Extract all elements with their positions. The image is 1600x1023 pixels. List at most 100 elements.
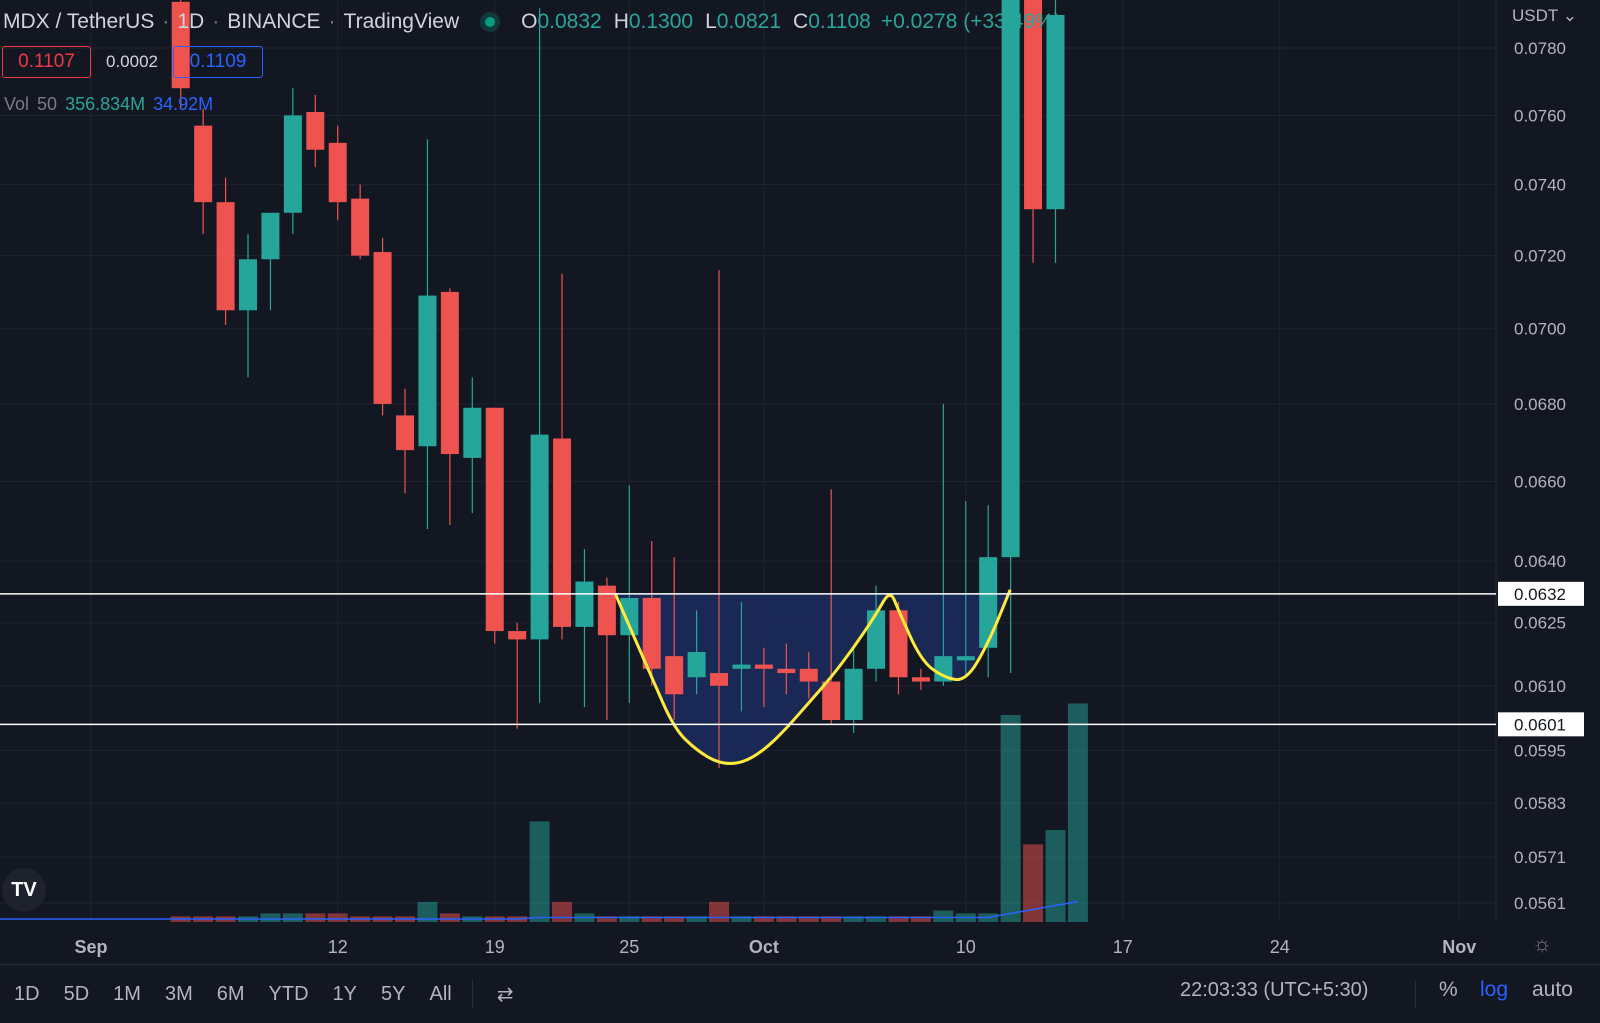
candle [373, 237, 392, 416]
candle-body [844, 668, 863, 721]
volume-bar [552, 901, 573, 922]
price-tick-label: 0.0561 [1514, 894, 1566, 913]
calendar-goto-icon[interactable]: ⇄ [496, 983, 514, 1006]
candle [777, 643, 796, 695]
range-1y-button[interactable]: 1Y [332, 982, 358, 1005]
candle-body [171, 1, 190, 89]
close-label: C [793, 10, 809, 33]
volume-bar [260, 913, 281, 922]
volume-bar [439, 913, 460, 922]
volume-ma-line [0, 900, 1079, 920]
time-tick-label: Nov [1442, 937, 1476, 957]
log-scale-toggle[interactable]: log [1480, 978, 1509, 1001]
volume-bar [417, 901, 438, 922]
candle-body [687, 651, 706, 678]
candle [328, 125, 347, 220]
sell-price-button[interactable]: 0.1107 [2, 46, 91, 78]
range-1d-button[interactable]: 1D [14, 982, 40, 1005]
open-label: O [521, 10, 538, 33]
volume-bar [686, 916, 707, 922]
volume-legend[interactable]: Vol 50 356.834M 34.92M [4, 94, 213, 115]
volume-bar [821, 916, 842, 922]
candle [396, 388, 415, 494]
candle-body [777, 668, 796, 674]
candle-body [642, 597, 661, 669]
market-status-icon[interactable] [485, 17, 496, 27]
candle-body [553, 438, 572, 627]
auto-scale-toggle[interactable]: auto [1532, 978, 1573, 1001]
symbol-name[interactable]: MDX / TetherUS [3, 10, 155, 33]
candle [822, 489, 841, 725]
spread-value: 0.0002 [106, 52, 158, 71]
candle [485, 407, 504, 644]
range-3m-button[interactable]: 3M [164, 982, 193, 1005]
price-tick-label: 0.0740 [1514, 176, 1566, 195]
candle-body [440, 291, 459, 455]
volume-bar [753, 916, 774, 922]
candle [194, 108, 213, 235]
time-tick-label: Sep [74, 937, 107, 957]
candle [844, 647, 863, 733]
candle-body [1024, 0, 1043, 210]
price-tick-label: 0.0680 [1514, 395, 1566, 414]
time-tick-label: 12 [328, 937, 348, 957]
range-5d-button[interactable]: 5D [63, 982, 90, 1005]
candle-body [620, 597, 639, 636]
tradingview-logo-icon[interactable]: TV [2, 868, 46, 912]
price-tick-label: 0.0660 [1514, 472, 1566, 491]
buy-price-button[interactable]: 0.1109 [173, 46, 263, 78]
candle [687, 610, 706, 695]
volume-bar [888, 916, 909, 922]
volume-bar [282, 913, 303, 922]
candle-body [485, 407, 504, 632]
time-tick-label: 17 [1113, 937, 1133, 957]
time-tick-label: 19 [485, 937, 505, 957]
candle-body [239, 259, 258, 311]
level-label-box [1498, 581, 1584, 606]
candle-body [261, 212, 280, 260]
currency-selector[interactable]: USDT ⌄ [1512, 6, 1577, 26]
range-5y-button[interactable]: 5Y [381, 982, 406, 1005]
price-tick-label: 0.0583 [1514, 794, 1566, 813]
time-tick-label: Oct [749, 937, 779, 957]
volume-bar [843, 916, 864, 922]
candle-body [799, 668, 818, 682]
candle-body [530, 434, 549, 640]
candle-body [1046, 14, 1065, 210]
candle [597, 577, 616, 721]
range-ytd-button[interactable]: YTD [268, 982, 309, 1005]
volume-bar [798, 916, 819, 922]
high-value: 0.1300 [628, 10, 694, 33]
settings-gear-icon[interactable]: ☼ [1532, 931, 1553, 956]
candle-body [216, 202, 235, 311]
range-6m-button[interactable]: 6M [216, 982, 245, 1005]
volume-bar [1045, 830, 1066, 922]
symbol-legend: MDX / TetherUS · 1D · BINANCE · TradingV… [3, 10, 1061, 33]
candle-body [463, 407, 482, 458]
clock-timezone[interactable]: 22:03:33 (UTC+5:30) [1180, 979, 1369, 1001]
candle [1024, 0, 1043, 263]
high-label: H [613, 10, 629, 33]
interval-label[interactable]: 1D [177, 10, 205, 33]
volume-bar [866, 916, 887, 922]
candle-body [956, 656, 975, 661]
exchange-label: BINANCE [227, 10, 321, 33]
percent-scale-toggle[interactable]: % [1439, 978, 1458, 1001]
candle [1001, 0, 1020, 674]
change-value: +0.0278 (+33.49%) [880, 10, 1061, 33]
time-tick-label: 25 [619, 937, 639, 957]
candle [216, 177, 235, 326]
horizontal-levels: 0.0632 0.0601 [0, 581, 1584, 737]
range-1m-button[interactable]: 1M [113, 982, 141, 1005]
level-label-box [1498, 712, 1584, 737]
candle [171, 0, 190, 109]
candle [867, 585, 886, 682]
candle-body [822, 681, 841, 721]
candle [665, 557, 684, 721]
close-value: 0.1108 [808, 10, 871, 33]
price-tick-label: 0.0760 [1514, 106, 1566, 125]
candle [553, 273, 572, 640]
range-all-button[interactable]: All [429, 982, 452, 1005]
provider-label: TradingView [343, 10, 460, 33]
